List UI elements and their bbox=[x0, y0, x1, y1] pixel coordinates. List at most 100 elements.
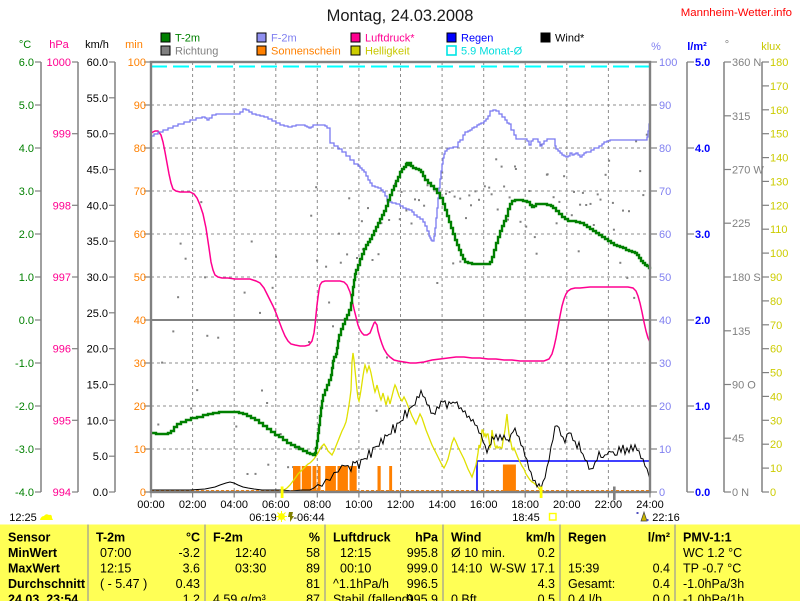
svg-text:4.0: 4.0 bbox=[19, 143, 34, 155]
svg-text:10.0: 10.0 bbox=[87, 415, 108, 427]
svg-text:999.0: 999.0 bbox=[407, 562, 438, 576]
svg-text:100: 100 bbox=[659, 57, 677, 69]
svg-text:( - 5.47 ): ( - 5.47 ) bbox=[100, 577, 147, 591]
svg-text:00:00: 00:00 bbox=[137, 499, 165, 511]
svg-text:04:00: 04:00 bbox=[220, 499, 248, 511]
svg-text:2.0: 2.0 bbox=[695, 315, 710, 327]
svg-text:130: 130 bbox=[770, 176, 788, 188]
svg-text:12:15: 12:15 bbox=[100, 562, 131, 576]
svg-text:17.1: 17.1 bbox=[531, 562, 555, 576]
svg-text:hPa: hPa bbox=[415, 531, 439, 545]
svg-text:Durchschnitt: Durchschnitt bbox=[8, 577, 86, 591]
svg-text:min: min bbox=[125, 39, 143, 51]
svg-text:T-2m: T-2m bbox=[175, 33, 200, 45]
svg-text:994: 994 bbox=[53, 487, 71, 499]
svg-text:T-2m: T-2m bbox=[96, 531, 125, 545]
svg-text:40: 40 bbox=[770, 391, 782, 403]
svg-text:6.0: 6.0 bbox=[19, 57, 34, 69]
svg-text:995.8: 995.8 bbox=[407, 546, 438, 560]
svg-text:hPa: hPa bbox=[49, 39, 69, 51]
svg-text:90: 90 bbox=[770, 272, 782, 284]
svg-text:90 O: 90 O bbox=[732, 380, 756, 392]
svg-text:180: 180 bbox=[770, 57, 788, 69]
svg-text:40.0: 40.0 bbox=[87, 200, 108, 212]
svg-text:^1.1hPa/h: ^1.1hPa/h bbox=[333, 577, 389, 591]
svg-text:08:00: 08:00 bbox=[304, 499, 332, 511]
svg-text:0.0: 0.0 bbox=[653, 593, 670, 601]
svg-text:-06:44: -06:44 bbox=[293, 512, 324, 524]
svg-text:80: 80 bbox=[134, 143, 146, 155]
svg-text:360 N: 360 N bbox=[732, 57, 761, 69]
svg-text:l/m²: l/m² bbox=[687, 41, 707, 53]
svg-text:90: 90 bbox=[134, 100, 146, 112]
svg-text:TP -0.7 °C: TP -0.7 °C bbox=[683, 562, 741, 576]
svg-text:22:16: 22:16 bbox=[652, 512, 680, 524]
svg-text:30: 30 bbox=[659, 358, 671, 370]
svg-text:40: 40 bbox=[134, 315, 146, 327]
svg-text:°: ° bbox=[725, 39, 729, 51]
svg-text:995: 995 bbox=[53, 415, 71, 427]
svg-text:10: 10 bbox=[659, 444, 671, 456]
svg-text:%: % bbox=[309, 531, 320, 545]
svg-text:270 W: 270 W bbox=[732, 165, 764, 177]
svg-text:20.0: 20.0 bbox=[87, 344, 108, 356]
svg-text:0 N: 0 N bbox=[732, 487, 749, 499]
svg-text:-1.0hPa/1h: -1.0hPa/1h bbox=[683, 593, 744, 601]
svg-text:995.9: 995.9 bbox=[407, 593, 438, 601]
svg-text:0: 0 bbox=[770, 487, 776, 499]
svg-text:1.0: 1.0 bbox=[695, 401, 710, 413]
svg-text:70: 70 bbox=[659, 186, 671, 198]
svg-text:100: 100 bbox=[770, 248, 788, 260]
svg-text:WC 1.2 °C: WC 1.2 °C bbox=[683, 546, 742, 560]
svg-text:150: 150 bbox=[770, 129, 788, 141]
svg-text:klux: klux bbox=[761, 41, 781, 53]
svg-text:03:30: 03:30 bbox=[235, 562, 266, 576]
svg-text:°C: °C bbox=[19, 39, 31, 51]
svg-text:20:00: 20:00 bbox=[553, 499, 581, 511]
svg-text:90: 90 bbox=[659, 100, 671, 112]
svg-text:996: 996 bbox=[53, 344, 71, 356]
svg-text:MaxWert: MaxWert bbox=[8, 562, 61, 576]
svg-text:140: 140 bbox=[770, 153, 788, 165]
svg-text:06:19: 06:19 bbox=[249, 512, 277, 524]
svg-text:87: 87 bbox=[306, 593, 320, 601]
svg-text:4.3: 4.3 bbox=[538, 577, 555, 591]
svg-text:20: 20 bbox=[770, 439, 782, 451]
svg-text:50.0: 50.0 bbox=[87, 129, 108, 141]
svg-text:80: 80 bbox=[659, 143, 671, 155]
svg-text:60: 60 bbox=[659, 229, 671, 241]
svg-text:89: 89 bbox=[306, 562, 320, 576]
svg-text:0.2: 0.2 bbox=[538, 546, 555, 560]
svg-text:70: 70 bbox=[134, 186, 146, 198]
svg-text:1.0: 1.0 bbox=[19, 272, 34, 284]
svg-text:30: 30 bbox=[134, 358, 146, 370]
svg-text:14:00: 14:00 bbox=[428, 499, 456, 511]
svg-text:Sonnenschein: Sonnenschein bbox=[271, 46, 341, 58]
svg-text:997: 997 bbox=[53, 272, 71, 284]
svg-text:0 Bft: 0 Bft bbox=[451, 593, 477, 601]
svg-text:12:40: 12:40 bbox=[235, 546, 266, 560]
svg-text:F-2m: F-2m bbox=[213, 531, 243, 545]
svg-text:22:00: 22:00 bbox=[595, 499, 623, 511]
svg-text:4.0: 4.0 bbox=[695, 143, 710, 155]
svg-text:12:00: 12:00 bbox=[387, 499, 415, 511]
svg-text:170: 170 bbox=[770, 81, 788, 93]
svg-text:km/h: km/h bbox=[85, 39, 109, 51]
svg-text:50: 50 bbox=[659, 272, 671, 284]
svg-text:06:00: 06:00 bbox=[262, 499, 290, 511]
svg-text:14:10: 14:10 bbox=[451, 562, 482, 576]
svg-text:Helligkeit: Helligkeit bbox=[365, 46, 410, 58]
svg-text:58: 58 bbox=[306, 546, 320, 560]
svg-text:3.0: 3.0 bbox=[695, 229, 710, 241]
svg-text:30: 30 bbox=[770, 415, 782, 427]
svg-text:1000: 1000 bbox=[47, 57, 71, 69]
svg-text:120: 120 bbox=[770, 200, 788, 212]
svg-text:Mannheim-Wetter.info: Mannheim-Wetter.info bbox=[681, 7, 792, 19]
svg-text:12:15: 12:15 bbox=[340, 546, 371, 560]
svg-text:Stabil (fallend): Stabil (fallend) bbox=[333, 593, 413, 601]
svg-text:5.0: 5.0 bbox=[19, 100, 34, 112]
svg-text:60.0: 60.0 bbox=[87, 57, 108, 69]
svg-text:PMV-1:1: PMV-1:1 bbox=[683, 531, 732, 545]
svg-text:02:00: 02:00 bbox=[179, 499, 207, 511]
svg-text:60: 60 bbox=[134, 229, 146, 241]
